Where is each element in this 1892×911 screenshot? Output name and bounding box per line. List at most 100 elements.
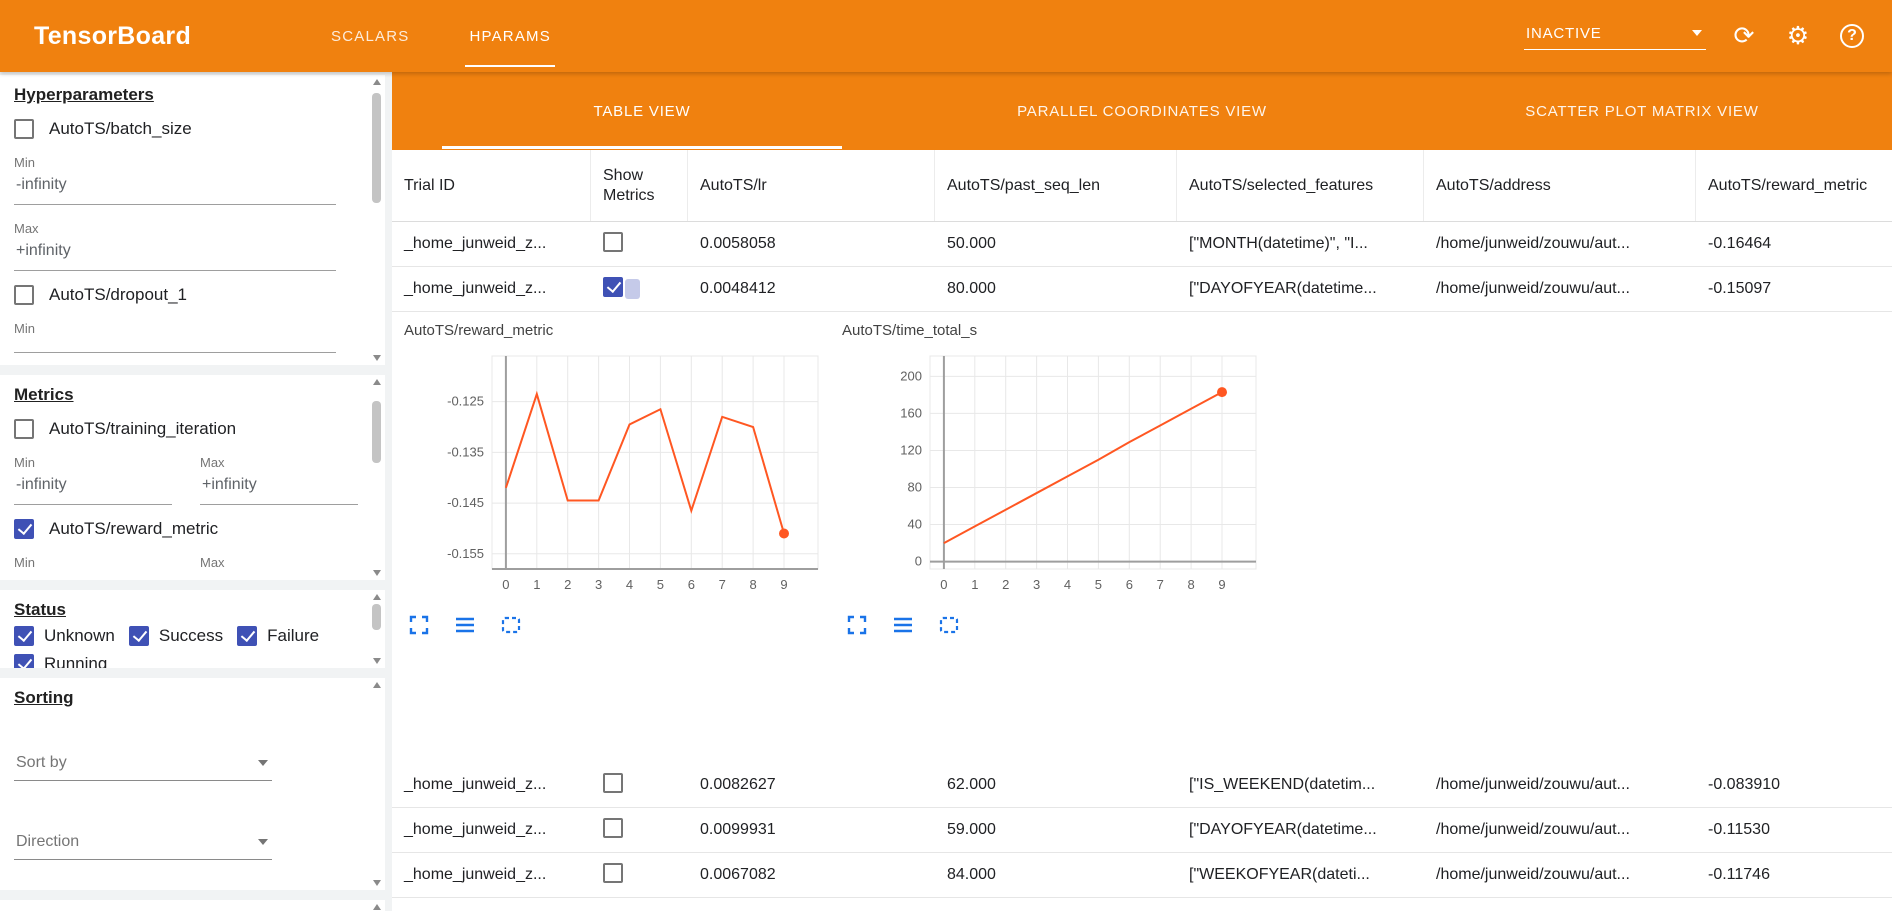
cell-trial-id: _home_junweid_z...: [392, 763, 591, 807]
show-metrics-checkbox[interactable]: [603, 773, 623, 793]
line-chart: 040801201602000123456789: [840, 348, 1270, 608]
svg-text:6: 6: [688, 577, 695, 592]
svg-text:7: 7: [719, 577, 726, 592]
sort-by-select[interactable]: Sort by: [14, 750, 272, 781]
svg-text:40: 40: [908, 517, 922, 532]
run-status-value: INACTIVE: [1526, 25, 1602, 42]
settings-gear-icon[interactable]: ⚙: [1782, 20, 1814, 52]
hyperparameter-checkbox[interactable]: [14, 285, 34, 305]
min-max-fields: MinMax: [14, 539, 361, 580]
chart-selection-button[interactable]: [498, 612, 524, 638]
status-checkbox[interactable]: [237, 626, 257, 646]
cell-reward-metric: -0.11746: [1696, 853, 1892, 897]
status-label: Success: [159, 626, 223, 646]
chart-expand-button[interactable]: [844, 612, 870, 638]
metric-checkbox-row[interactable]: AutoTS/reward_metric: [14, 519, 361, 539]
hyperparameter-item: AutoTS/dropout_1Min: [14, 285, 361, 353]
interval-input[interactable]: -infinity: [14, 172, 336, 205]
metric-checkbox[interactable]: [14, 419, 34, 439]
svg-text:6: 6: [1126, 577, 1133, 592]
hyperparameters-panel: Hyperparameters AutoTS/batch_sizeMin-inf…: [0, 75, 385, 365]
cell-selected-features: ["WEEKOFYEAR(dateti...: [1177, 853, 1424, 897]
status-checkbox[interactable]: [129, 626, 149, 646]
interval-input[interactable]: [200, 572, 358, 580]
metric-checkbox-row[interactable]: AutoTS/training_iteration: [14, 419, 361, 439]
show-metrics-checkbox[interactable]: [603, 863, 623, 883]
interval-input[interactable]: [14, 572, 172, 580]
sorting-panel: Sorting Sort by Direction: [0, 678, 385, 890]
appbar-controls: INACTIVE ⟳ ⚙ ?: [1524, 20, 1868, 52]
hyperparameter-checkbox[interactable]: [14, 119, 34, 139]
scroll-up-icon[interactable]: [373, 682, 381, 688]
chart-data-table-button[interactable]: [452, 612, 478, 638]
scroll-up-icon[interactable]: [373, 379, 381, 385]
scroll-up-icon[interactable]: [373, 79, 381, 85]
scrollbar-thumb[interactable]: [372, 401, 381, 463]
show-metrics-checkbox[interactable]: [603, 277, 623, 297]
status-filter-unknown[interactable]: Unknown: [14, 626, 115, 646]
scroll-up-icon[interactable]: [373, 594, 381, 600]
cell-lr: 0.0082627: [688, 763, 935, 807]
line-chart: -0.125-0.135-0.145-0.1550123456789: [402, 348, 832, 608]
fullscreen-icon: [407, 613, 431, 637]
session-metrics-panel: AutoTS/reward_metric -0.125-0.135-0.145-…: [392, 312, 1892, 763]
sorting-scrollbar[interactable]: [371, 680, 383, 888]
metric-item: AutoTS/reward_metricMinMax: [14, 519, 361, 580]
refresh-icon[interactable]: ⟳: [1728, 20, 1760, 52]
field-label: Min: [14, 455, 172, 470]
status-checkbox[interactable]: [14, 626, 34, 646]
show-metrics-checkbox[interactable]: [603, 232, 623, 252]
hyperparameter-checkbox-row[interactable]: AutoTS/batch_size: [14, 119, 361, 139]
interval-input[interactable]: [14, 338, 336, 353]
cell-show-metrics: [591, 267, 688, 311]
chart-data-table-button[interactable]: [890, 612, 916, 638]
svg-text:8: 8: [1187, 577, 1194, 592]
cell-trial-id: _home_junweid_z...: [392, 267, 591, 311]
hyperparameter-item: AutoTS/batch_sizeMin-infinityMax+infinit…: [14, 119, 361, 271]
scroll-up-icon[interactable]: [373, 904, 381, 910]
status-checkbox[interactable]: [14, 654, 34, 668]
scroll-down-icon[interactable]: [373, 880, 381, 886]
svg-text:7: 7: [1157, 577, 1164, 592]
hyperparameters-scrollbar[interactable]: [371, 77, 383, 363]
cell-address: /home/junweid/zouwu/aut...: [1424, 853, 1696, 897]
paging-scrollbar[interactable]: [371, 902, 383, 911]
scroll-down-icon[interactable]: [373, 658, 381, 664]
show-metrics-checkbox[interactable]: [603, 818, 623, 838]
metric-checkbox[interactable]: [14, 519, 34, 539]
sidebar: Hyperparameters AutoTS/batch_sizeMin-inf…: [0, 72, 385, 911]
interval-input[interactable]: -infinity: [14, 472, 172, 505]
chart-toolbar: [406, 612, 832, 638]
hyperparameter-checkbox-row[interactable]: AutoTS/dropout_1: [14, 285, 361, 305]
scroll-down-icon[interactable]: [373, 355, 381, 361]
status-filter-list: Unknown Success Failure Running: [14, 626, 361, 668]
nav-tab-scalars[interactable]: SCALARS: [301, 0, 439, 72]
svg-text:0: 0: [940, 577, 947, 592]
status-filter-failure[interactable]: Failure: [237, 626, 319, 646]
svg-text:5: 5: [657, 577, 664, 592]
chart-selection-button[interactable]: [936, 612, 962, 638]
table-row: _home_junweid_z...0.004841280.000["DAYOF…: [392, 267, 1892, 312]
metrics-scrollbar[interactable]: [371, 377, 383, 578]
status-filter-running[interactable]: Running: [14, 654, 107, 668]
table-row: _home_junweid_z...0.009993159.000["DAYOF…: [392, 808, 1892, 853]
scroll-down-icon[interactable]: [373, 570, 381, 576]
tab-parallel-coordinates-view[interactable]: PARALLEL COORDINATES VIEW: [892, 72, 1392, 150]
cell-lr: 0.0048412: [688, 267, 935, 311]
interval-input[interactable]: +infinity: [200, 472, 358, 505]
run-status-dropdown[interactable]: INACTIVE: [1524, 23, 1706, 50]
status-scrollbar[interactable]: [371, 592, 383, 666]
direction-select[interactable]: Direction: [14, 829, 272, 860]
tab-table-view[interactable]: TABLE VIEW: [392, 72, 892, 150]
interval-input[interactable]: +infinity: [14, 238, 336, 271]
chart-expand-button[interactable]: [406, 612, 432, 638]
field-label: Max: [200, 455, 358, 470]
scrollbar-thumb[interactable]: [372, 93, 381, 203]
cell-past-seq-len: 62.000: [935, 763, 1177, 807]
nav-tab-hparams[interactable]: HPARAMS: [439, 0, 580, 72]
help-icon[interactable]: ?: [1836, 20, 1868, 52]
scrollbar-thumb[interactable]: [372, 604, 381, 630]
tab-scatter-plot-matrix-view[interactable]: SCATTER PLOT MATRIX VIEW: [1392, 72, 1892, 150]
table-body-top: _home_junweid_z...0.005805850.000["MONTH…: [392, 222, 1892, 312]
status-filter-success[interactable]: Success: [129, 626, 223, 646]
